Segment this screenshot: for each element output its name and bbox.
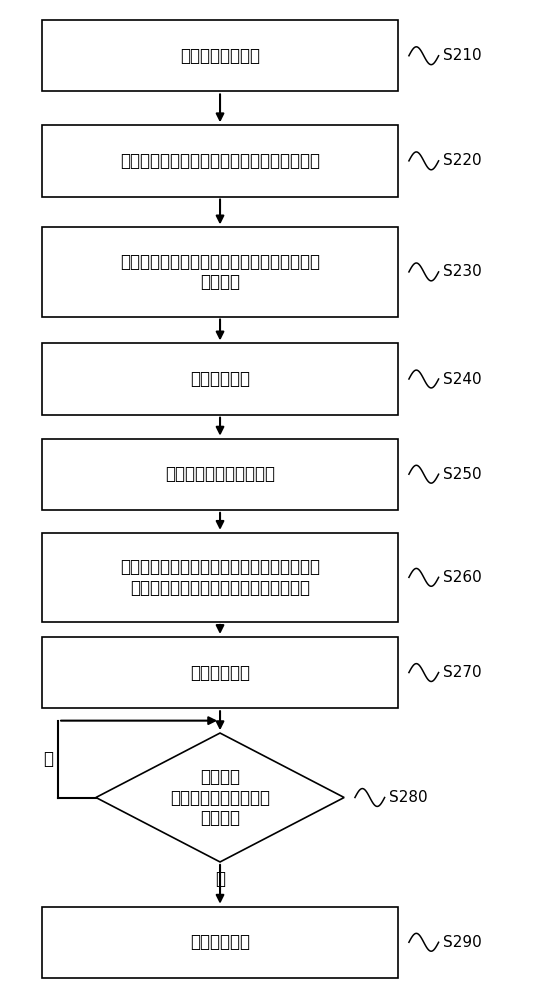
Text: 对初始时钟信号进行倍频处理，得到时钟信号: 对初始时钟信号进行倍频处理，得到时钟信号 (120, 152, 320, 170)
Text: 是: 是 (215, 870, 225, 888)
Bar (42, 125, 398, 197)
Text: S210: S210 (443, 48, 482, 63)
Bar (42, 637, 398, 708)
Text: S270: S270 (443, 665, 482, 680)
Text: 输出延时信号: 输出延时信号 (190, 933, 250, 951)
Text: S240: S240 (443, 372, 482, 387)
Text: 获取片选信号: 获取片选信号 (190, 664, 250, 682)
Text: S250: S250 (443, 467, 482, 482)
Bar (42, 439, 398, 510)
Text: S280: S280 (389, 790, 427, 805)
Text: S220: S220 (443, 153, 482, 168)
Text: 延时信号
是否是片选信号对应的
延时信号: 延时信号 是否是片选信号对应的 延时信号 (170, 768, 270, 827)
Text: 获取初始时钟信号: 获取初始时钟信号 (180, 47, 260, 65)
Bar (42, 20, 398, 91)
Bar (42, 227, 398, 317)
Text: 生成输入信号: 生成输入信号 (190, 370, 250, 388)
Bar (42, 907, 398, 978)
Text: 根据时钟信号处理输入信号，形成多个延时信
号；其中，多个延时信号的延时时间不同: 根据时钟信号处理输入信号，形成多个延时信 号；其中，多个延时信号的延时时间不同 (120, 558, 320, 597)
Polygon shape (96, 733, 344, 862)
Bar (42, 533, 398, 622)
Text: S230: S230 (443, 264, 482, 279)
Text: S290: S290 (443, 935, 482, 950)
Text: S260: S260 (443, 570, 482, 585)
Bar (42, 343, 398, 415)
Text: 获取复位信号；并根据复位信号对超声相控阵
进行复位: 获取复位信号；并根据复位信号对超声相控阵 进行复位 (120, 253, 320, 291)
Text: 获取输入信号和时钟信号: 获取输入信号和时钟信号 (165, 465, 275, 483)
Text: 否: 否 (43, 750, 53, 768)
